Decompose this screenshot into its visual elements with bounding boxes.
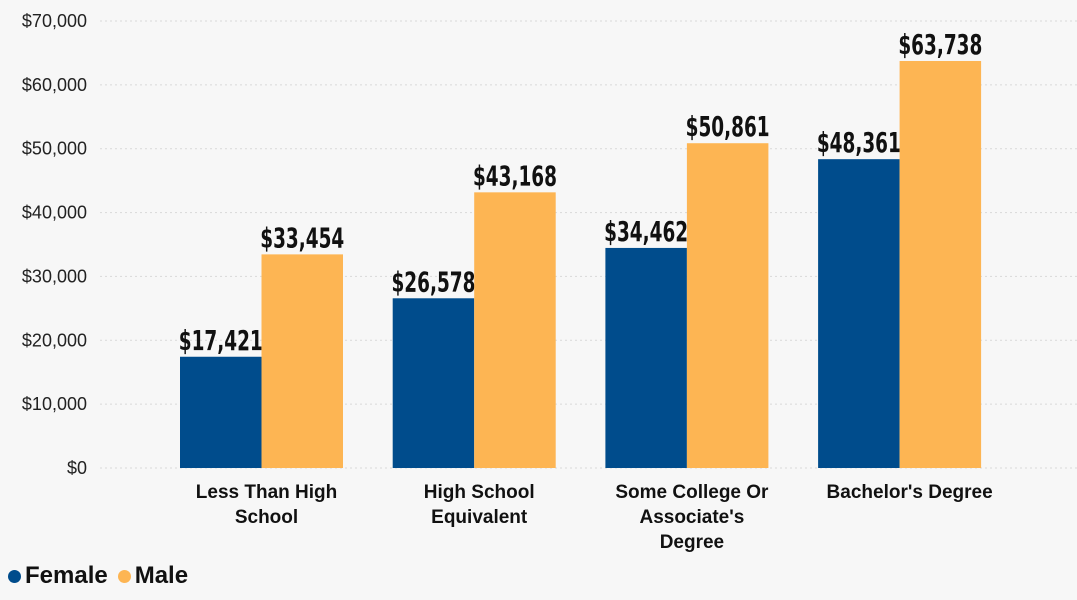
y-tick-label: $0 bbox=[67, 458, 87, 478]
x-tick-label: Associate's bbox=[639, 507, 744, 528]
x-tick-label: Some College Or bbox=[615, 482, 769, 503]
y-tick-label: $40,000 bbox=[22, 203, 87, 223]
y-tick-label: $30,000 bbox=[22, 266, 87, 286]
data-label-female: $17,421 bbox=[179, 324, 263, 357]
x-tick-label: Degree bbox=[660, 532, 724, 553]
legend-swatch-male bbox=[117, 569, 131, 583]
bar-female bbox=[392, 298, 475, 468]
y-tick-label: $60,000 bbox=[22, 75, 87, 95]
legend: Female Male bbox=[8, 562, 198, 590]
legend-item-male: Male bbox=[117, 562, 189, 590]
x-tick-label: Less Than High bbox=[196, 482, 337, 503]
x-tick-label: Bachelor's Degree bbox=[827, 482, 993, 503]
bar-female bbox=[180, 356, 262, 468]
data-label-female: $34,462 bbox=[604, 215, 688, 248]
legend-item-female: Female bbox=[8, 562, 108, 590]
bar-male bbox=[474, 192, 556, 468]
legend-label-male: Male bbox=[134, 562, 189, 589]
legend-label-female: Female bbox=[25, 562, 108, 589]
x-tick-label: Equivalent bbox=[431, 507, 528, 528]
data-label-male: $33,454 bbox=[260, 221, 344, 254]
y-tick-label: $20,000 bbox=[22, 330, 87, 350]
y-tick-label: $10,000 bbox=[22, 394, 87, 414]
bar-male bbox=[899, 60, 982, 469]
data-label-male: $50,861 bbox=[686, 110, 770, 143]
bar-female bbox=[605, 247, 687, 468]
data-label-female: $26,578 bbox=[391, 265, 475, 298]
x-tick-label: School bbox=[235, 507, 298, 528]
x-tick-label: High School bbox=[424, 482, 535, 503]
bar-female bbox=[818, 159, 900, 468]
data-label-male: $43,168 bbox=[473, 159, 557, 192]
bar-male bbox=[686, 143, 769, 468]
y-tick-label: $70,000 bbox=[22, 11, 87, 31]
data-label-male: $63,738 bbox=[898, 28, 982, 61]
y-tick-label: $50,000 bbox=[22, 139, 87, 159]
bar-male bbox=[261, 254, 343, 468]
data-label-female: $48,361 bbox=[817, 126, 901, 159]
legend-swatch-female bbox=[8, 569, 21, 583]
